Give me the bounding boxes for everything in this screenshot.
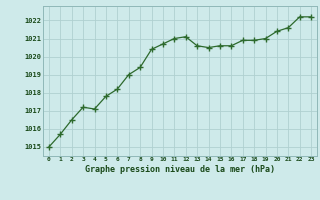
- X-axis label: Graphe pression niveau de la mer (hPa): Graphe pression niveau de la mer (hPa): [85, 165, 275, 174]
